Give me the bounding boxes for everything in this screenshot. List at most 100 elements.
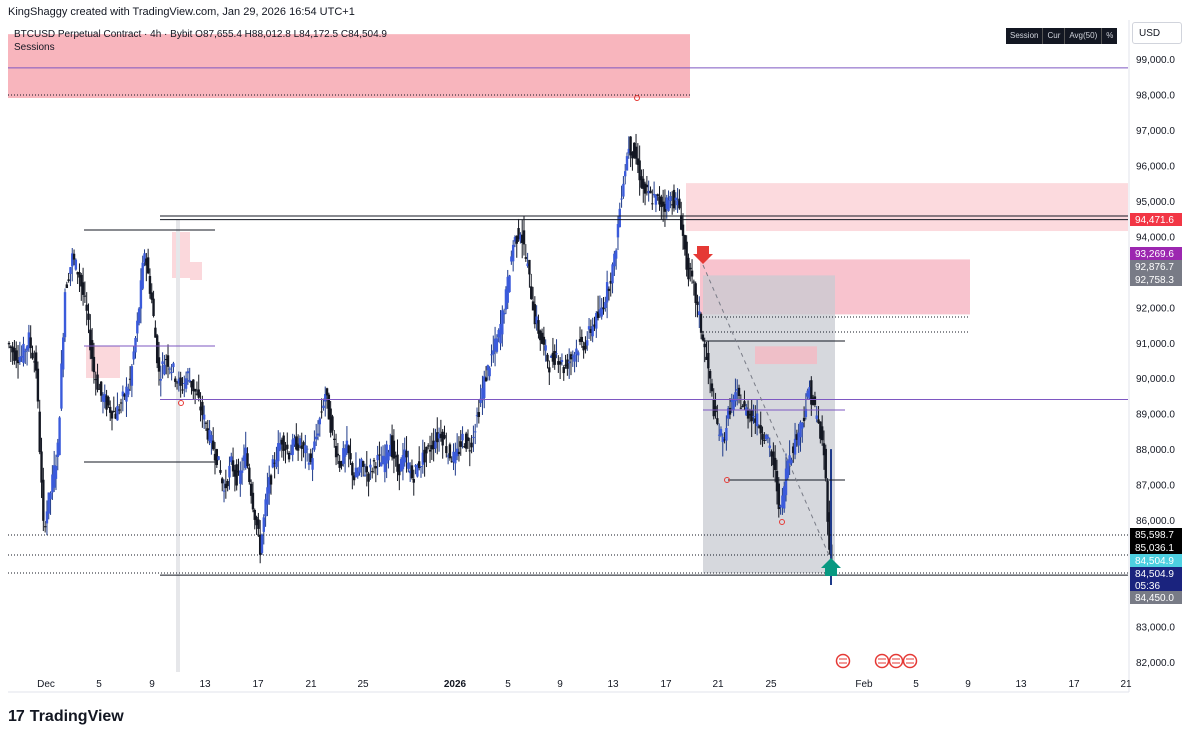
candle-body [813,396,817,405]
symbol-ohlc-line[interactable]: BTCUSD Perpetual Contract · 4h · Bybit O… [14,29,387,40]
candle-body [685,241,688,270]
candle-body [89,329,92,351]
candle-body [177,378,181,384]
session-indicator-box[interactable]: Session Cur Avg(50) % [1006,28,1118,44]
candle-body [282,435,285,451]
candle-body [419,465,423,467]
candle-body [728,407,732,415]
currency-selector[interactable]: USD [1132,22,1182,44]
candle-body [810,380,813,405]
candle-body [313,441,316,450]
pivot-circle-icon [178,400,184,406]
candle-body [739,407,743,409]
price-label-bg [1130,213,1182,226]
candle-body [329,408,332,433]
candle-body [687,257,690,280]
candle-body [262,517,265,532]
candle-body [128,378,132,380]
candle-body [184,378,188,389]
candle-body [38,411,41,453]
candle-body [204,422,208,424]
candle-body [166,355,170,367]
candle-body [18,357,22,362]
candle-body [58,417,61,456]
legend-session[interactable]: Session [1006,28,1044,44]
candle-body [631,152,634,159]
y-tick-label: 86,000.0 [1136,516,1175,527]
sessions-indicator-label[interactable]: Sessions [14,42,55,53]
y-tick-label: 82,000.0 [1136,658,1175,669]
candle-body [562,367,565,374]
candle-body [808,387,811,399]
price-label: 85,598.7 [1135,530,1174,541]
candle-body [410,465,414,479]
candle-body [387,452,390,461]
candle-body [566,359,569,369]
x-tick-label: 9 [965,679,971,690]
candle-body [530,286,533,299]
us-flag-event-icon[interactable] [888,653,904,669]
candle-body [726,408,730,419]
x-tick-label: 13 [199,679,211,690]
candle-body [304,445,307,454]
candle-body [199,406,202,411]
candle-body [705,356,708,360]
legend-cur[interactable]: Cur [1043,28,1066,44]
legend-percent[interactable]: % [1106,31,1114,40]
candle-body [295,436,298,450]
candle-body [537,320,540,334]
zones-layer [8,34,1128,672]
candle-body [741,406,744,408]
candle-body [582,346,585,351]
candle-body [587,326,591,330]
candle-body [786,460,790,478]
zone-top-session-supply[interactable] [8,34,690,99]
candle-body [27,332,31,349]
candle-body [150,292,153,300]
lines-layer [8,67,1128,576]
candle-body [161,361,164,365]
candle-body [788,455,791,465]
candle-body [446,455,450,457]
candle-body [607,288,611,291]
candle-body [165,359,168,361]
candle-body [168,368,172,370]
candle-body [779,505,782,507]
candle-body [475,415,479,417]
candle-body [67,279,70,281]
candle-body [768,445,771,448]
candle-body [604,301,607,309]
candle-body [277,443,280,462]
candle-body [224,483,228,489]
us-flag-event-icon[interactable] [835,653,851,669]
candle-body [244,447,247,468]
candle-body [703,343,706,348]
candle-body [40,451,43,483]
candle-body [13,347,16,361]
zone-short-position-range[interactable] [703,275,835,574]
candle-body [101,395,105,402]
candle-body [258,534,262,555]
us-flag-event-icon[interactable] [874,653,890,669]
candle-body [157,357,161,372]
us-flag-event-icon[interactable] [902,653,918,669]
zone-right-supply[interactable] [686,183,1128,232]
candle-body [36,368,40,402]
candle-body [652,193,656,196]
y-tick-label: 91,000.0 [1136,339,1175,350]
candle-body [143,253,146,263]
mini-zone-2 [190,262,202,280]
candle-body [363,474,367,476]
x-tick-label: 13 [1015,679,1027,690]
candle-body [98,388,101,390]
candle-body [647,190,650,194]
candle-body [558,361,562,365]
y-tick-label: 88,000.0 [1136,445,1175,456]
candle-body [80,274,83,287]
candle-body [183,382,186,384]
candle-body [477,412,481,417]
price-label-bg [1130,247,1182,260]
legend-avg[interactable]: Avg(50) [1065,28,1103,44]
candle-body [54,465,58,479]
